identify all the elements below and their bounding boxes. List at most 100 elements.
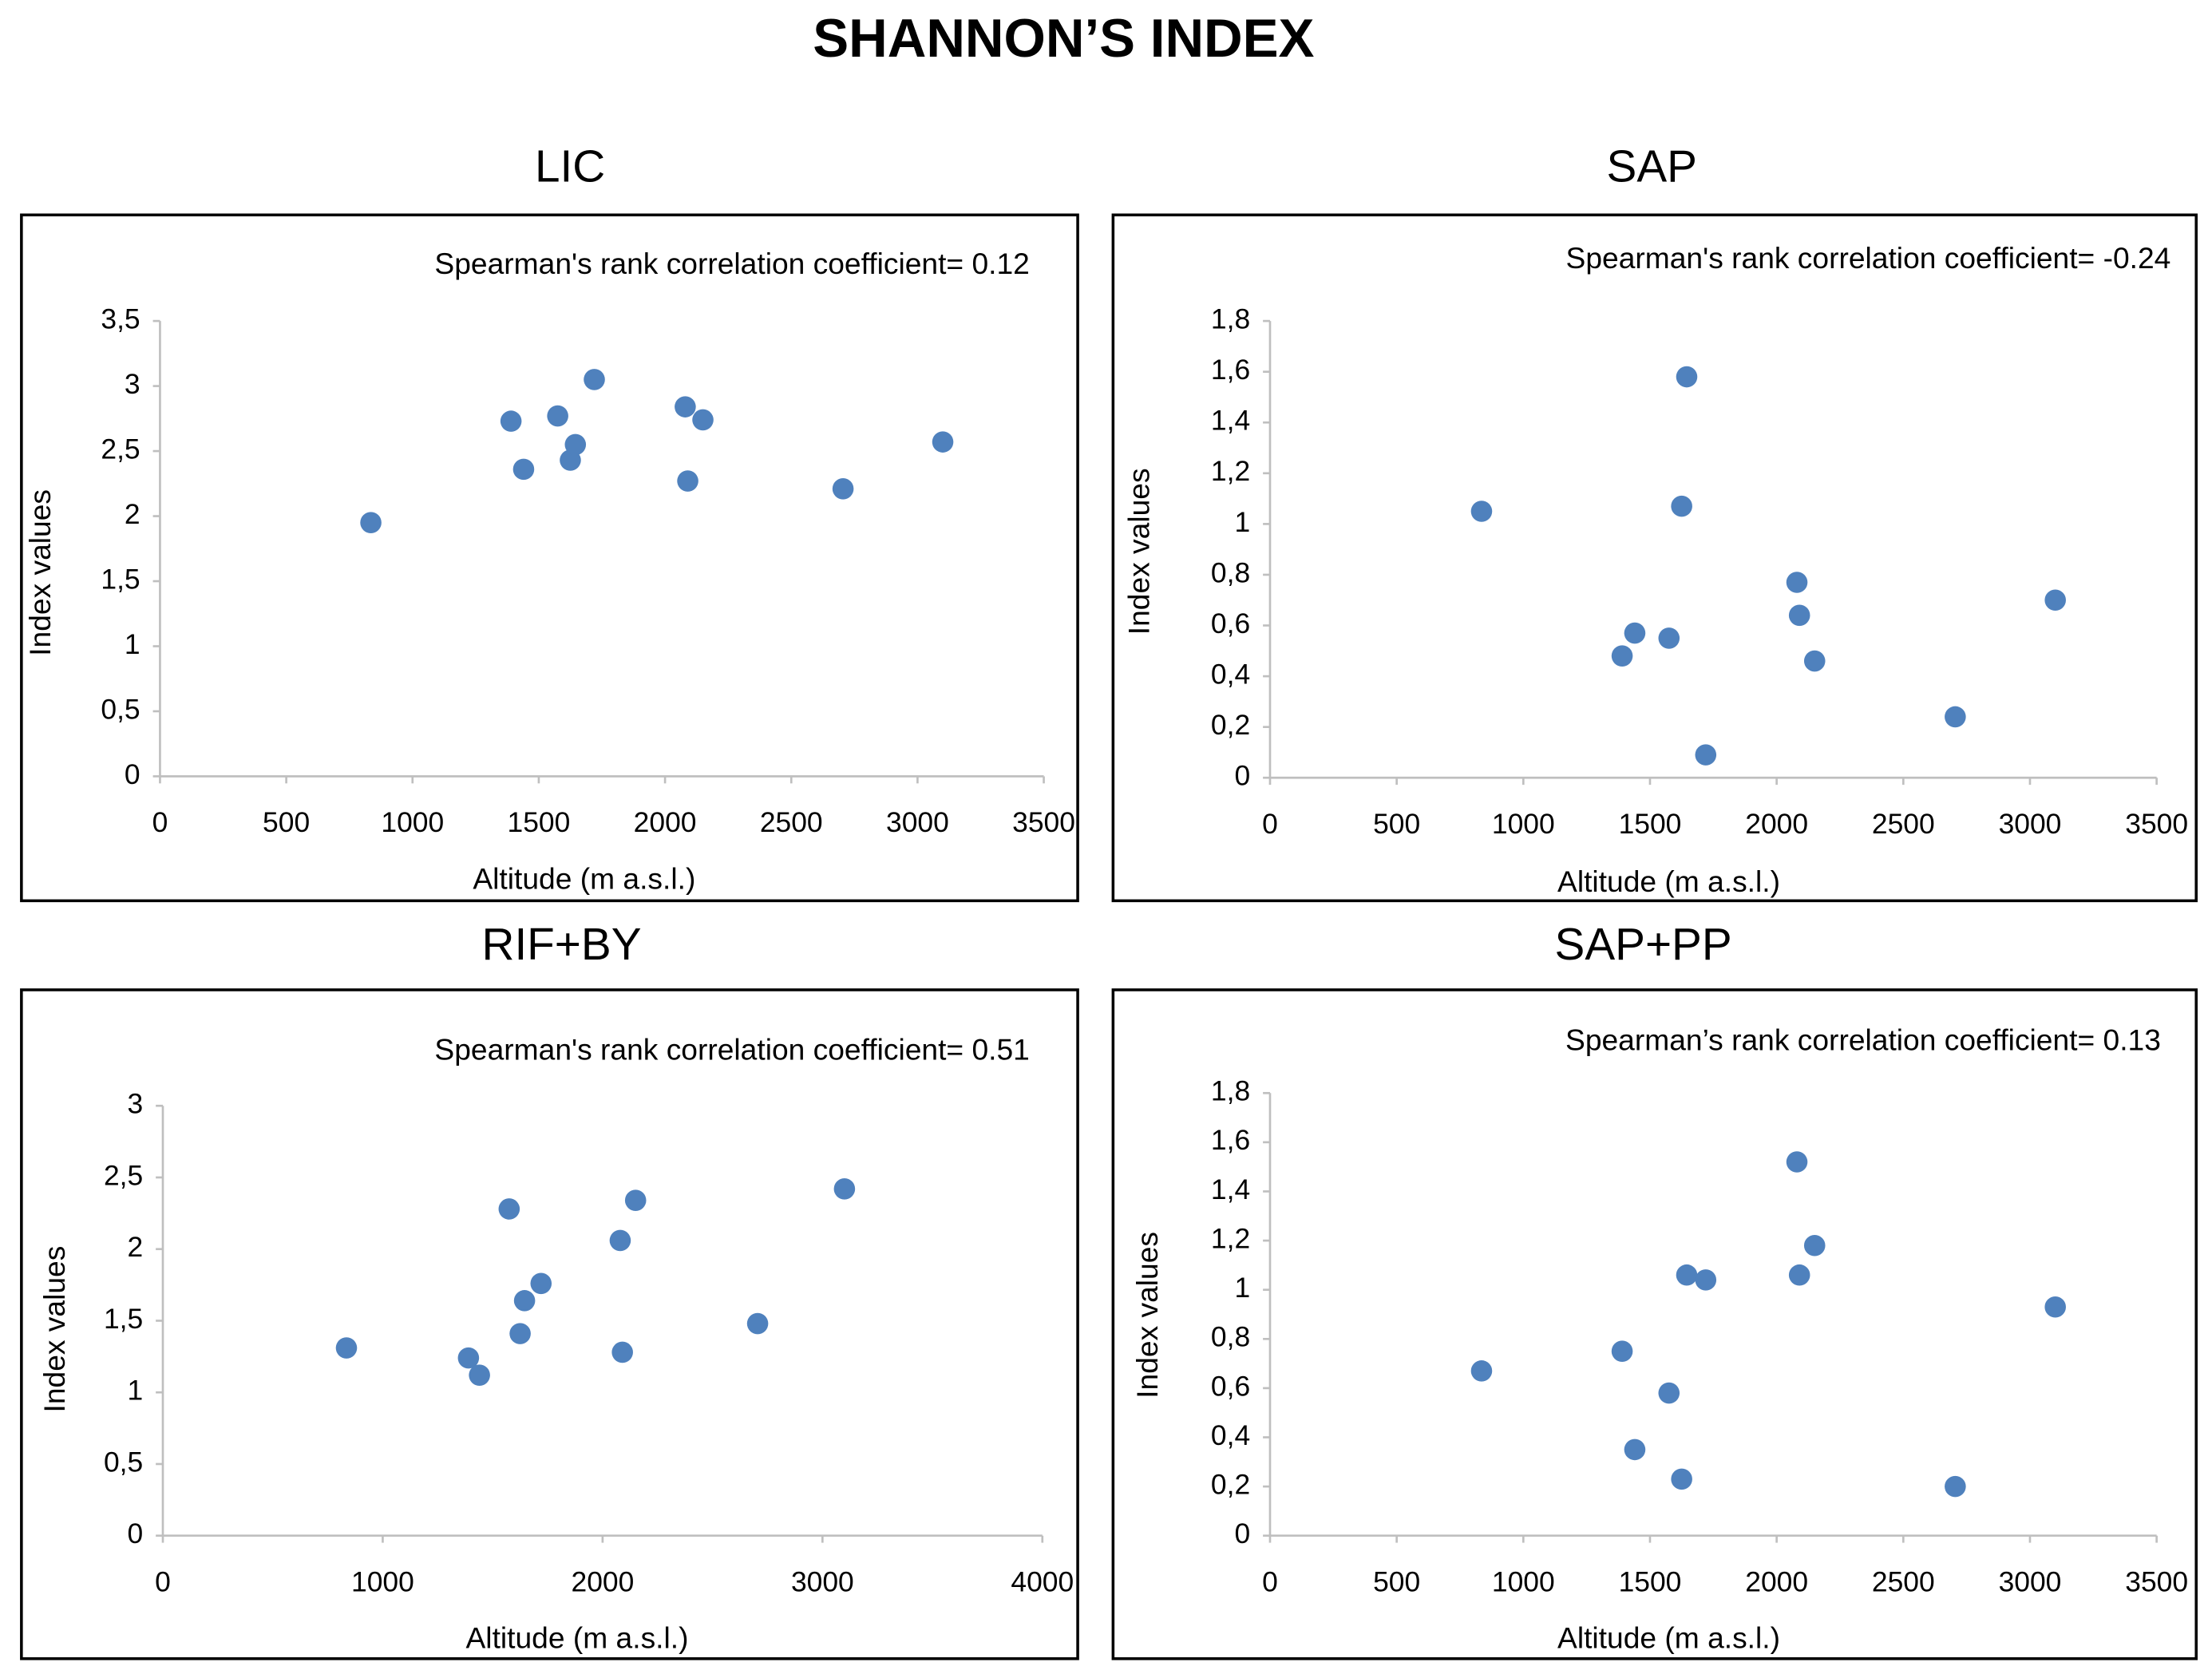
point: [1658, 1382, 1680, 1404]
x-tick-label: 3500: [2125, 808, 2188, 840]
x-tick-label: 4000: [1011, 1565, 1074, 1597]
x-tick-label: 3000: [886, 806, 949, 838]
point: [513, 1290, 536, 1312]
point: [1788, 1264, 1810, 1286]
x-tick-label: 2000: [1745, 808, 1808, 840]
y-tick-label: 0,6: [1211, 1370, 1250, 1402]
x-tick-label: 3000: [1999, 808, 2062, 840]
panel-title: LIC: [535, 142, 605, 192]
panel-title: SAP+PP: [1555, 920, 1732, 970]
y-tick-label: 0: [125, 758, 140, 790]
y-tick-label: 1,4: [1211, 1173, 1250, 1205]
point: [1671, 495, 1692, 517]
point: [584, 369, 605, 390]
y-tick-label: 1,6: [1211, 354, 1250, 386]
y-tick-label: 3,5: [101, 303, 140, 334]
y-tick-label: 0,8: [1211, 556, 1250, 588]
point: [1658, 627, 1680, 649]
y-tick-label: 0,5: [104, 1446, 143, 1478]
point: [677, 470, 698, 492]
y-tick-label: 1,4: [1211, 405, 1250, 437]
point: [469, 1364, 490, 1386]
y-tick-label: 2,5: [104, 1159, 143, 1191]
y-tick-label: 0,2: [1211, 709, 1250, 741]
y-tick-label: 0,5: [101, 693, 140, 725]
y-axis-label: Index values: [23, 489, 57, 656]
x-tick-label: 0: [152, 806, 168, 838]
point: [932, 431, 954, 453]
panel-title: SAP: [1607, 142, 1697, 192]
point: [1470, 501, 1493, 522]
point: [509, 1323, 531, 1344]
x-tick-label: 500: [263, 806, 310, 838]
point: [547, 405, 568, 427]
x-axis-label: Altitude (m a.s.l.): [473, 861, 695, 895]
point: [530, 1272, 552, 1295]
point: [692, 409, 714, 431]
point: [1671, 1468, 1692, 1490]
y-tick-label: 0,6: [1211, 607, 1250, 639]
point: [1676, 366, 1698, 388]
y-tick-label: 2: [125, 498, 140, 530]
x-tick-label: 3000: [1999, 1565, 2062, 1597]
point: [832, 478, 854, 500]
panel-frame: [1111, 988, 2198, 1660]
point: [1470, 1360, 1493, 1382]
panel-frame: [20, 988, 1079, 1660]
x-tick-label: 2500: [760, 806, 823, 838]
y-tick-label: 1,2: [1211, 1222, 1250, 1254]
x-tick-label: 2000: [1745, 1565, 1808, 1597]
y-tick-label: 1,5: [104, 1303, 143, 1335]
y-tick-label: 1,2: [1211, 455, 1250, 487]
point: [2044, 589, 2066, 611]
y-axis-label: Index values: [38, 1246, 71, 1413]
point: [624, 1189, 647, 1211]
point: [564, 433, 587, 456]
x-tick-label: 1500: [1619, 1565, 1682, 1597]
panel-frame: [20, 213, 1079, 903]
x-tick-label: 500: [1373, 1565, 1420, 1597]
x-tick-label: 1000: [1492, 808, 1555, 840]
y-tick-label: 1: [1234, 1272, 1250, 1304]
annotation: Spearman's rank correlation coefficient=…: [434, 1033, 1029, 1067]
annotation: Spearman’s rank correlation coefficient=…: [1565, 1023, 2161, 1056]
x-tick-label: 2500: [1872, 1565, 1935, 1597]
point: [1945, 1475, 1966, 1498]
x-axis-label: Altitude (m a.s.l.): [1557, 865, 1780, 898]
x-tick-label: 2000: [634, 806, 697, 838]
x-tick-label: 2000: [572, 1565, 635, 1597]
x-tick-label: 3500: [2125, 1565, 2188, 1597]
point: [1786, 1151, 1808, 1173]
y-tick-label: 1: [127, 1375, 143, 1407]
y-tick-label: 1,8: [1211, 303, 1250, 334]
point: [1788, 604, 1810, 627]
y-tick-label: 3: [127, 1088, 143, 1120]
point: [1695, 744, 1717, 766]
y-axis-label: Index values: [1122, 468, 1156, 635]
panel-title: RIF+BY: [482, 920, 642, 970]
y-tick-label: 0,4: [1211, 1419, 1250, 1451]
point: [512, 458, 535, 481]
panel-frame: [1111, 213, 2198, 903]
point: [1695, 1269, 1717, 1291]
y-tick-label: 1,6: [1211, 1124, 1250, 1156]
point: [746, 1312, 769, 1335]
y-tick-label: 1,8: [1211, 1075, 1250, 1107]
y-tick-label: 0,4: [1211, 658, 1250, 690]
point: [1676, 1264, 1698, 1286]
x-tick-label: 1500: [1619, 808, 1682, 840]
y-tick-label: 0: [1234, 760, 1250, 792]
x-tick-label: 2500: [1872, 808, 1935, 840]
y-tick-label: 0: [1234, 1518, 1250, 1549]
x-axis-label: Altitude (m a.s.l.): [466, 1621, 689, 1655]
x-tick-label: 1000: [381, 806, 444, 838]
point: [500, 410, 522, 432]
x-tick-label: 1000: [351, 1565, 414, 1597]
y-tick-label: 1: [125, 628, 140, 660]
x-tick-label: 500: [1373, 808, 1420, 840]
annotation: Spearman's rank correlation coefficient=…: [434, 247, 1029, 280]
x-tick-label: 3000: [791, 1565, 854, 1597]
x-tick-label: 1500: [508, 806, 571, 838]
point: [1624, 1438, 1646, 1461]
